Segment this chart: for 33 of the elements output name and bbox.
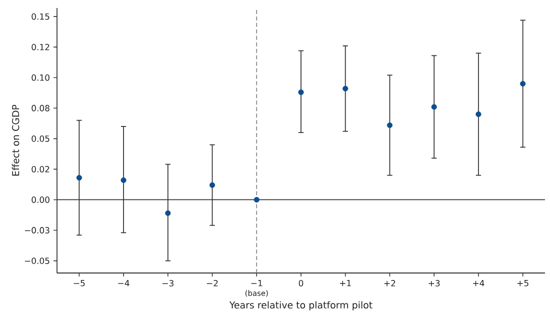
x-tick-label: +5 <box>517 280 528 286</box>
x-tick-label: +1 <box>340 280 351 286</box>
point <box>431 104 437 110</box>
y-tick-label: 0.02 <box>32 166 50 172</box>
point <box>120 177 126 183</box>
x-tick-label: −4 <box>118 280 130 286</box>
point <box>165 210 171 216</box>
y-tick-label: 0.05 <box>32 135 50 142</box>
x-tick-label: +4 <box>473 280 484 286</box>
point <box>342 86 348 92</box>
x-tick-label: +2 <box>384 280 396 286</box>
y-tick-label: 0.10 <box>32 74 50 81</box>
y-tick-label: 0.08 <box>32 104 50 112</box>
point <box>76 174 82 181</box>
y-tick-label: 0.15 <box>32 13 50 20</box>
x-tick-label: −1 <box>251 280 262 286</box>
point <box>209 182 216 188</box>
x-tick-label: −3 <box>162 280 174 286</box>
point <box>386 122 393 128</box>
y-tick-label: 0.00 <box>32 196 50 203</box>
y-tick-label: −0.03 <box>24 227 50 234</box>
y-tick-label: −0.05 <box>24 258 50 264</box>
point <box>520 80 526 86</box>
y-tick-label: 0.12 <box>32 44 50 50</box>
point <box>254 196 260 203</box>
point <box>298 89 304 96</box>
x-tick-label: +3 <box>428 280 440 286</box>
x-axis-title: Years relative to platform pilot <box>229 301 372 310</box>
x-tick-label: 0 <box>298 280 304 286</box>
y-axis-title: Effect on CGDP <box>12 104 20 176</box>
x-tick-label: −2 <box>206 280 218 286</box>
point <box>476 111 482 118</box>
x-tick-label: −5 <box>74 280 85 286</box>
